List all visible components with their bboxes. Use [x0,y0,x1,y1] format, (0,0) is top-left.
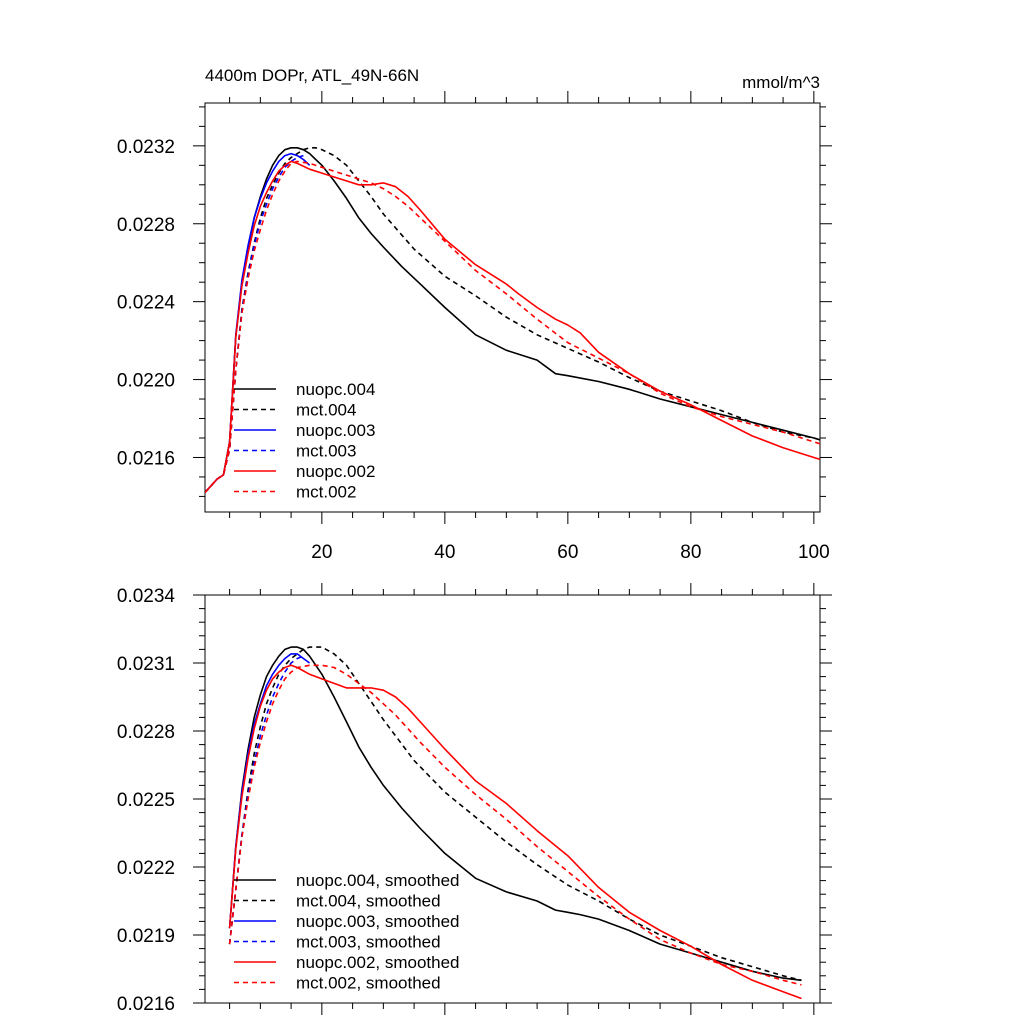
y-tick-label: 0.0228 [117,215,175,236]
legend-label: mct.003, smoothed [296,933,441,952]
series-line-nuopc-002-smoothed [228,664,802,1000]
legend-label: nuopc.004 [296,380,375,399]
legend-label: nuopc.002, smoothed [296,953,460,972]
x-tick-label: 60 [557,542,578,563]
y-tick-label: 0.0228 [117,722,175,743]
legend-label: mct.004, smoothed [296,892,441,911]
series-group [205,147,820,494]
chart-panel-2: 0.0216 0.0219 0.0222 0.0225 0.0228 0.0231 0.02… [117,583,832,1015]
y-tick-label: 0.0232 [117,137,175,158]
series-line-mct-003 [205,154,304,494]
y-tick-label: 0.0222 [117,858,175,879]
series-group [228,646,802,1000]
y-tick-label: 0.0234 [117,586,176,607]
y-tick-label: 0.0231 [117,654,175,675]
legend-label: nuopc.002 [296,462,375,481]
legend-label: mct.003 [296,442,356,461]
units-label: mmol/m^3 [742,73,820,92]
plot-frame [204,102,821,513]
y-tick-label: 0.0216 [117,448,175,469]
legend-label: nuopc.004, smoothed [296,871,460,890]
legend-label: nuopc.003 [296,421,375,440]
y-tick-label: 0.0225 [117,790,175,811]
legend-label: mct.004 [296,401,356,420]
series-line-nuopc-004-smoothed [228,646,802,982]
chart-title: 4400m DOPr, ATL_49N-66N [205,66,419,85]
chart-panel-1: 20 40 60 80 100 0.0216 0.0220 0.0224 0.0228 0.023… [117,66,832,563]
y-tick-label: 0.0216 [117,994,175,1015]
legend-label: nuopc.003, smoothed [296,912,460,931]
y-tick-label: 0.0224 [117,293,176,314]
y-tick-label: 0.0220 [117,371,175,392]
legend-label: mct.002, smoothed [296,974,441,993]
series-line-nuopc-002 [205,160,820,494]
series-line-mct-002-smoothed [228,664,802,986]
series-line-mct-004-smoothed [228,646,802,982]
x-tick-label: 20 [311,542,332,563]
series-line-mct-002 [205,160,820,494]
x-tick-label: 40 [434,542,455,563]
y-tick-label: 0.0219 [117,926,175,947]
x-tick-label: 100 [798,542,830,563]
legend-label: mct.002 [296,483,356,502]
x-tick-label: 80 [680,542,701,563]
